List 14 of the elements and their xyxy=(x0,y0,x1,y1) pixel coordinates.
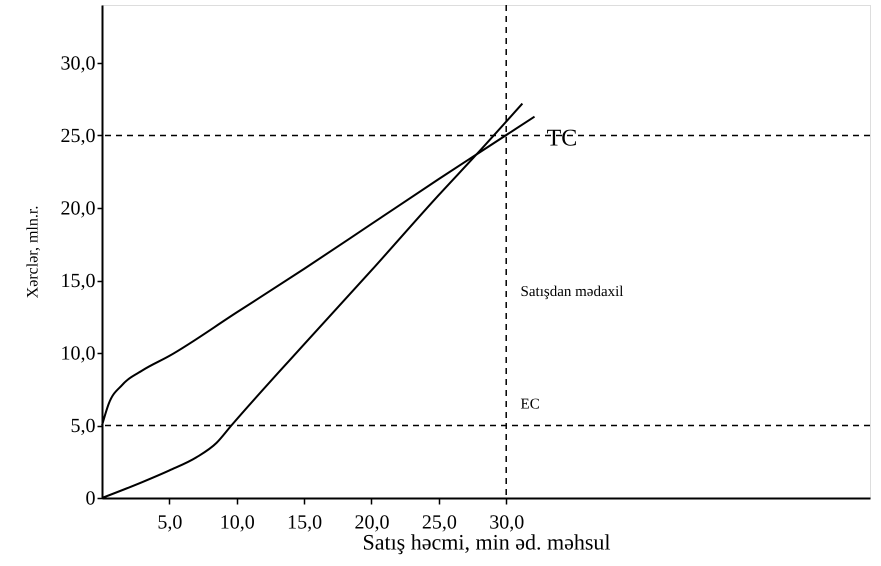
y-tick-label: 0 xyxy=(86,488,96,510)
y-axis-title: Xərclər, mln.r. xyxy=(24,206,42,298)
y-tick-label: 10,0 xyxy=(60,342,96,364)
x-tick-label: 10,0 xyxy=(220,512,255,534)
ref-line-label: EC xyxy=(520,396,540,412)
annotation: Satışdan mədaxil xyxy=(520,284,624,300)
y-tick-label: 15,0 xyxy=(60,270,96,292)
y-tick-label: 5,0 xyxy=(70,415,96,437)
y-tick-label: 20,0 xyxy=(60,198,96,220)
x-tick-label: 5,0 xyxy=(157,512,182,534)
annotation: TC xyxy=(546,125,578,152)
y-tick-label: 25,0 xyxy=(60,125,96,147)
x-tick-label: 15,0 xyxy=(287,512,322,534)
y-tick-label: 30,0 xyxy=(60,52,96,74)
